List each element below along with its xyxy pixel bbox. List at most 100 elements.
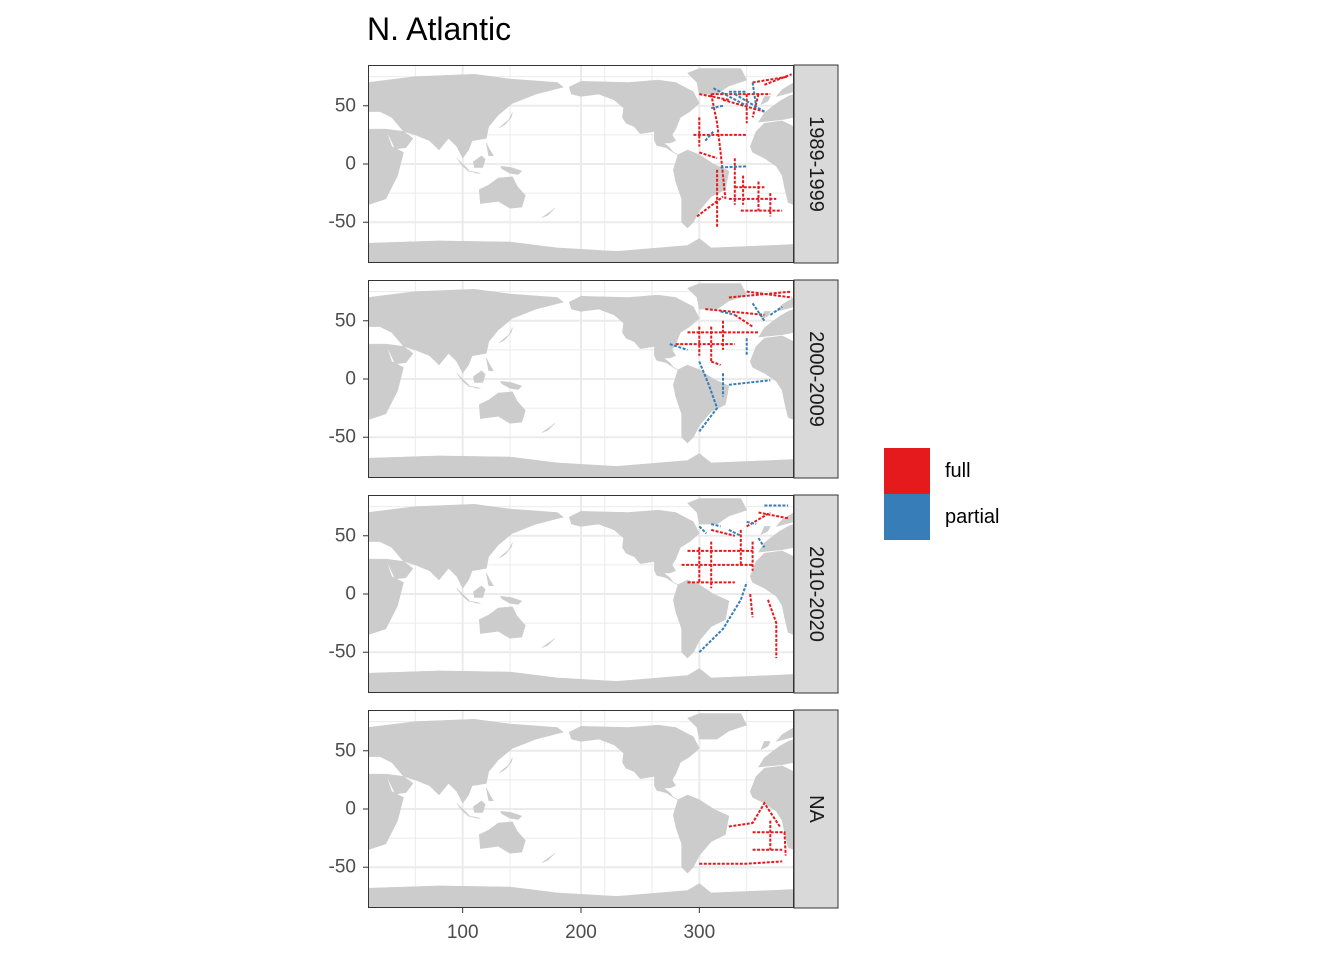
track-full xyxy=(722,98,765,113)
landmass xyxy=(568,79,700,144)
track-full xyxy=(751,93,760,118)
landmass xyxy=(749,550,794,636)
landmass xyxy=(541,853,556,863)
y-tick-label: 0 xyxy=(345,154,356,175)
landmass xyxy=(758,308,794,338)
y-tick-label: 0 xyxy=(345,799,356,820)
track-full xyxy=(699,93,730,101)
facet-strip-label: NA xyxy=(805,795,827,823)
y-tick-label: 50 xyxy=(335,310,356,331)
track-partial xyxy=(757,537,766,548)
facet-panel-2000-2009: 2000-2009 50 0 -50 xyxy=(329,279,839,479)
track-full xyxy=(734,314,754,328)
landmass xyxy=(758,93,794,123)
landmass xyxy=(758,523,794,553)
landmass xyxy=(368,289,564,374)
track-partial xyxy=(698,361,719,433)
legend-key-full xyxy=(884,448,930,494)
track-full xyxy=(767,599,778,659)
facet-strip xyxy=(793,279,839,479)
facet-strip xyxy=(793,709,839,909)
landmass xyxy=(541,423,556,433)
facet-strip xyxy=(793,64,839,264)
landmass xyxy=(456,803,471,818)
landmass xyxy=(499,757,513,774)
landmass xyxy=(760,526,771,536)
track-full xyxy=(710,528,736,537)
landmass xyxy=(368,883,794,908)
x-tick-label: 300 xyxy=(683,922,715,943)
landmass xyxy=(456,373,471,388)
landmass xyxy=(541,638,556,648)
track-partial xyxy=(734,93,765,113)
landmass xyxy=(473,370,486,383)
track-layer xyxy=(699,801,787,865)
landmass xyxy=(469,815,481,819)
track-full xyxy=(746,511,771,528)
track-layer xyxy=(693,73,792,229)
land-layer xyxy=(368,68,794,263)
landmass xyxy=(500,166,523,175)
landmass xyxy=(385,558,414,580)
landmass xyxy=(568,294,700,359)
facet-panel-1989-1999: 1989-1999 50 0 -50 xyxy=(329,64,839,264)
track-partial xyxy=(751,302,766,322)
legend-key-partial xyxy=(884,494,930,540)
facet-panel-NA: NA 50 0 -50 xyxy=(329,709,839,909)
track-full xyxy=(698,151,718,160)
y-tick-label: -50 xyxy=(329,642,356,663)
y-tick-label: -50 xyxy=(329,212,356,233)
track-full xyxy=(728,801,781,828)
landmass xyxy=(368,453,794,478)
landmass xyxy=(673,364,730,444)
landmass xyxy=(775,512,794,527)
track-layer xyxy=(669,290,792,433)
landmass xyxy=(469,385,481,389)
landmass xyxy=(478,606,526,639)
y-tick-label: 0 xyxy=(345,369,356,390)
landmass xyxy=(568,724,700,789)
landmass xyxy=(760,311,771,321)
landmass xyxy=(775,82,794,97)
landmass xyxy=(499,542,513,559)
track-full xyxy=(752,831,787,856)
x-tick-label: 100 xyxy=(447,922,479,943)
landmass xyxy=(368,504,564,589)
landmass xyxy=(473,585,486,598)
track-partial xyxy=(728,379,771,386)
landmass xyxy=(478,821,526,854)
landmass xyxy=(500,596,523,605)
track-full xyxy=(705,308,765,316)
landmass xyxy=(478,176,526,209)
track-partial xyxy=(698,525,708,535)
track-partial xyxy=(711,104,724,110)
landmass xyxy=(486,787,494,802)
land-layer xyxy=(368,498,794,693)
landmass xyxy=(456,158,471,173)
land-layer xyxy=(368,713,794,908)
track-layer xyxy=(681,504,789,659)
legend: full partial xyxy=(884,448,999,540)
landmass xyxy=(478,391,526,424)
track-full xyxy=(710,93,727,200)
facet-strip xyxy=(793,494,839,694)
track-partial xyxy=(751,82,758,106)
landmass xyxy=(473,155,486,168)
landmass xyxy=(758,738,794,768)
track-full xyxy=(746,290,792,299)
landmass xyxy=(486,357,494,372)
y-tick-label: 0 xyxy=(345,584,356,605)
landmass xyxy=(760,96,771,106)
landmass xyxy=(473,800,486,813)
landmass xyxy=(775,727,794,742)
landmass xyxy=(687,713,748,740)
landmass xyxy=(486,142,494,157)
landmass xyxy=(500,811,523,820)
track-partial xyxy=(698,582,748,653)
legend-label-full: full xyxy=(945,460,971,482)
y-tick-label: -50 xyxy=(329,857,356,878)
facet-strip-label: 1989-1999 xyxy=(805,116,827,212)
track-partial xyxy=(704,130,715,142)
x-axis: 100 200 300 xyxy=(447,908,715,943)
x-tick-label: 200 xyxy=(565,922,597,943)
